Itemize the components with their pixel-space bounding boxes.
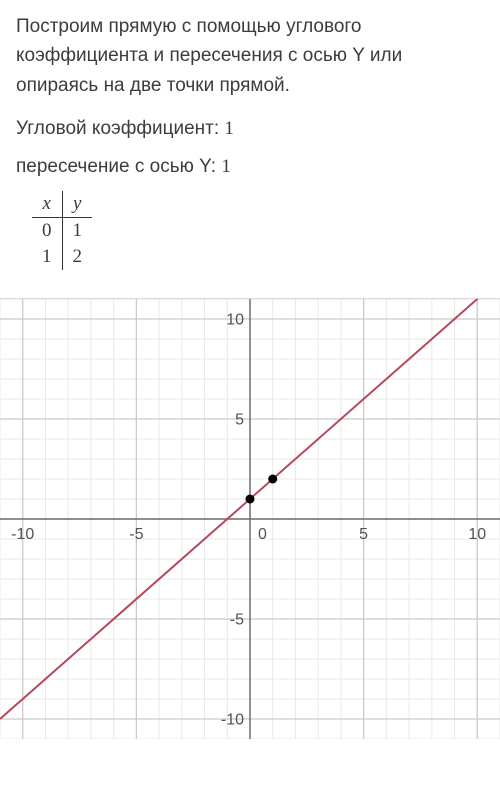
intro-text: Построим прямую с помощью углового коэфф… bbox=[16, 12, 484, 100]
svg-text:-5: -5 bbox=[129, 526, 143, 543]
slope-value: 1 bbox=[224, 118, 234, 139]
line-chart: -10 -10 -5 -5 5 5 10 10 0 bbox=[0, 299, 500, 739]
table-cell-x: 0 bbox=[32, 218, 62, 245]
table-cell-y: 1 bbox=[62, 218, 92, 245]
table-cell-y: 2 bbox=[62, 244, 92, 270]
table-header-x: x bbox=[32, 191, 62, 218]
slope-label: Угловой коэффициент: bbox=[16, 118, 219, 139]
table-row: 0 1 bbox=[32, 218, 92, 245]
svg-text:-10: -10 bbox=[221, 712, 244, 729]
svg-text:5: 5 bbox=[235, 412, 244, 429]
intercept-value: 1 bbox=[221, 156, 231, 177]
table-cell-x: 1 bbox=[32, 244, 62, 270]
table-header-y: y bbox=[62, 191, 92, 218]
chart-container: -10 -10 -5 -5 5 5 10 10 0 bbox=[0, 298, 500, 739]
intercept-label: пересечение с осью Y: bbox=[16, 156, 216, 177]
svg-text:-5: -5 bbox=[230, 612, 244, 629]
svg-text:5: 5 bbox=[359, 526, 368, 543]
svg-text:10: 10 bbox=[226, 312, 244, 329]
svg-text:10: 10 bbox=[468, 526, 486, 543]
intercept-line: пересечение с осью Y: 1 bbox=[16, 152, 484, 181]
slope-line: Угловой коэффициент: 1 bbox=[16, 114, 484, 143]
xy-table: x y 0 1 1 2 bbox=[32, 191, 92, 270]
svg-text:0: 0 bbox=[258, 526, 267, 543]
svg-text:-10: -10 bbox=[11, 526, 34, 543]
table-row: 1 2 bbox=[32, 244, 92, 270]
